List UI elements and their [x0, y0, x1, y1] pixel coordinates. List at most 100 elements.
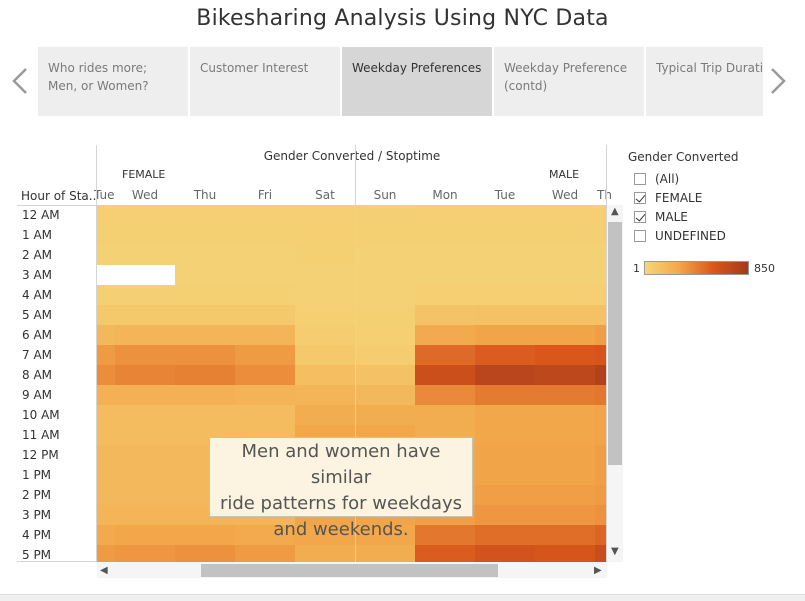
filter-option-undefined[interactable]: UNDEFINED — [634, 227, 726, 245]
heatmap-cell[interactable] — [235, 525, 295, 545]
heatmap-cell[interactable] — [175, 405, 235, 425]
heatmap-cell[interactable] — [175, 305, 235, 325]
heatmap-cell[interactable] — [97, 545, 115, 562]
heatmap-cell[interactable] — [97, 205, 115, 225]
heatmap-cell[interactable] — [535, 245, 595, 265]
heatmap-cell[interactable] — [475, 425, 535, 445]
heatmap-cell[interactable] — [535, 225, 595, 245]
checkbox-icon[interactable] — [634, 173, 646, 185]
heatmap-cell[interactable] — [235, 305, 295, 325]
heatmap-cell[interactable] — [355, 245, 415, 265]
heatmap-cell[interactable] — [535, 305, 595, 325]
heatmap-cell[interactable] — [415, 245, 475, 265]
heatmap-cell[interactable] — [115, 325, 175, 345]
heatmap-cell[interactable] — [175, 325, 235, 345]
heatmap-cell[interactable] — [97, 365, 115, 385]
heatmap-cell[interactable] — [97, 445, 115, 465]
heatmap-cell[interactable] — [115, 465, 175, 485]
story-point-typical-trip-duration[interactable]: Typical Trip Duratio — [646, 47, 763, 116]
heatmap-cell[interactable] — [235, 285, 295, 305]
heatmap-cell[interactable] — [97, 325, 115, 345]
heatmap-cell[interactable] — [235, 545, 295, 562]
checkbox-checked-icon[interactable] — [634, 192, 646, 204]
heatmap-cell[interactable] — [295, 385, 355, 405]
heatmap-cell[interactable] — [115, 305, 175, 325]
heatmap-cell[interactable] — [355, 265, 415, 285]
heatmap-cell[interactable] — [475, 525, 535, 545]
heatmap-cell[interactable] — [235, 345, 295, 365]
heatmap-cell[interactable] — [115, 385, 175, 405]
heatmap-cell[interactable] — [475, 325, 535, 345]
heatmap-cell[interactable] — [355, 305, 415, 325]
heatmap-cell[interactable] — [595, 225, 607, 245]
heatmap-cell[interactable] — [115, 485, 175, 505]
heatmap-cell[interactable] — [535, 425, 595, 445]
story-point-customer-interest[interactable]: Customer Interest — [190, 47, 340, 116]
heatmap-cell[interactable] — [295, 285, 355, 305]
heatmap-cell[interactable] — [415, 285, 475, 305]
heatmap-cell[interactable] — [115, 525, 175, 545]
heatmap-cell[interactable] — [595, 405, 607, 425]
story-point-who-rides-more[interactable]: Who rides more; Men, or Women? — [38, 47, 188, 116]
story-point-weekday-preferences[interactable]: Weekday Preferences — [342, 47, 492, 116]
heatmap-cell[interactable] — [355, 225, 415, 245]
heatmap-cell[interactable] — [535, 325, 595, 345]
scroll-down-icon[interactable]: ▼ — [611, 546, 619, 557]
heatmap-cell[interactable] — [535, 505, 595, 525]
heatmap-cell[interactable] — [115, 445, 175, 465]
heatmap-cell[interactable] — [175, 225, 235, 245]
heatmap-cell[interactable] — [475, 545, 535, 562]
heatmap-cell[interactable] — [355, 525, 415, 545]
vertical-scroll-thumb[interactable] — [608, 222, 622, 465]
heatmap-cell[interactable] — [295, 345, 355, 365]
heatmap-cell[interactable] — [595, 465, 607, 485]
heatmap-cell[interactable] — [175, 365, 235, 385]
heatmap-cell[interactable] — [355, 345, 415, 365]
heatmap-cell[interactable] — [595, 385, 607, 405]
heatmap-cell[interactable] — [415, 525, 475, 545]
scroll-left-icon[interactable]: ◀ — [100, 565, 108, 576]
heatmap-cell[interactable] — [355, 205, 415, 225]
scroll-up-icon[interactable]: ▲ — [611, 206, 619, 217]
heatmap-cell[interactable] — [115, 505, 175, 525]
heatmap-cell[interactable] — [295, 525, 355, 545]
heatmap-cell[interactable] — [475, 305, 535, 325]
heatmap-cell[interactable] — [415, 345, 475, 365]
heatmap-cell[interactable] — [475, 385, 535, 405]
heatmap-cell[interactable] — [595, 305, 607, 325]
heatmap-cell[interactable] — [235, 205, 295, 225]
heatmap-cell[interactable] — [175, 385, 235, 405]
heatmap-cell[interactable] — [175, 205, 235, 225]
checkbox-icon[interactable] — [634, 230, 646, 242]
heatmap-cell[interactable] — [595, 345, 607, 365]
heatmap-cell[interactable] — [235, 245, 295, 265]
horizontal-scroll-thumb[interactable] — [201, 564, 498, 577]
heatmap-cell[interactable] — [295, 245, 355, 265]
heatmap-cell[interactable] — [97, 505, 115, 525]
heatmap-cell[interactable] — [595, 425, 607, 445]
heatmap-cell[interactable] — [535, 345, 595, 365]
heatmap-cell[interactable] — [97, 285, 115, 305]
heatmap-cell[interactable] — [97, 485, 115, 505]
heatmap-cell[interactable] — [475, 205, 535, 225]
heatmap-cell[interactable] — [235, 265, 295, 285]
heatmap-cell[interactable] — [295, 305, 355, 325]
heatmap-cell[interactable] — [355, 545, 415, 562]
heatmap-cell[interactable] — [595, 205, 607, 225]
heatmap-cell[interactable] — [97, 525, 115, 545]
heatmap-cell[interactable] — [475, 365, 535, 385]
heatmap-cell[interactable] — [415, 225, 475, 245]
heatmap-cell[interactable] — [235, 325, 295, 345]
heatmap-grid[interactable] — [97, 205, 607, 562]
chevron-left-icon[interactable] — [10, 66, 30, 96]
heatmap-cell[interactable] — [115, 225, 175, 245]
heatmap-cell[interactable] — [415, 365, 475, 385]
heatmap-cell[interactable] — [97, 425, 115, 445]
heatmap-cell[interactable] — [175, 525, 235, 545]
heatmap-cell[interactable] — [295, 205, 355, 225]
heatmap-cell[interactable] — [295, 265, 355, 285]
heatmap-cell[interactable] — [535, 265, 595, 285]
heatmap-cell[interactable] — [535, 205, 595, 225]
filter-option-all[interactable]: (All) — [634, 170, 679, 188]
heatmap-cell[interactable] — [115, 245, 175, 265]
